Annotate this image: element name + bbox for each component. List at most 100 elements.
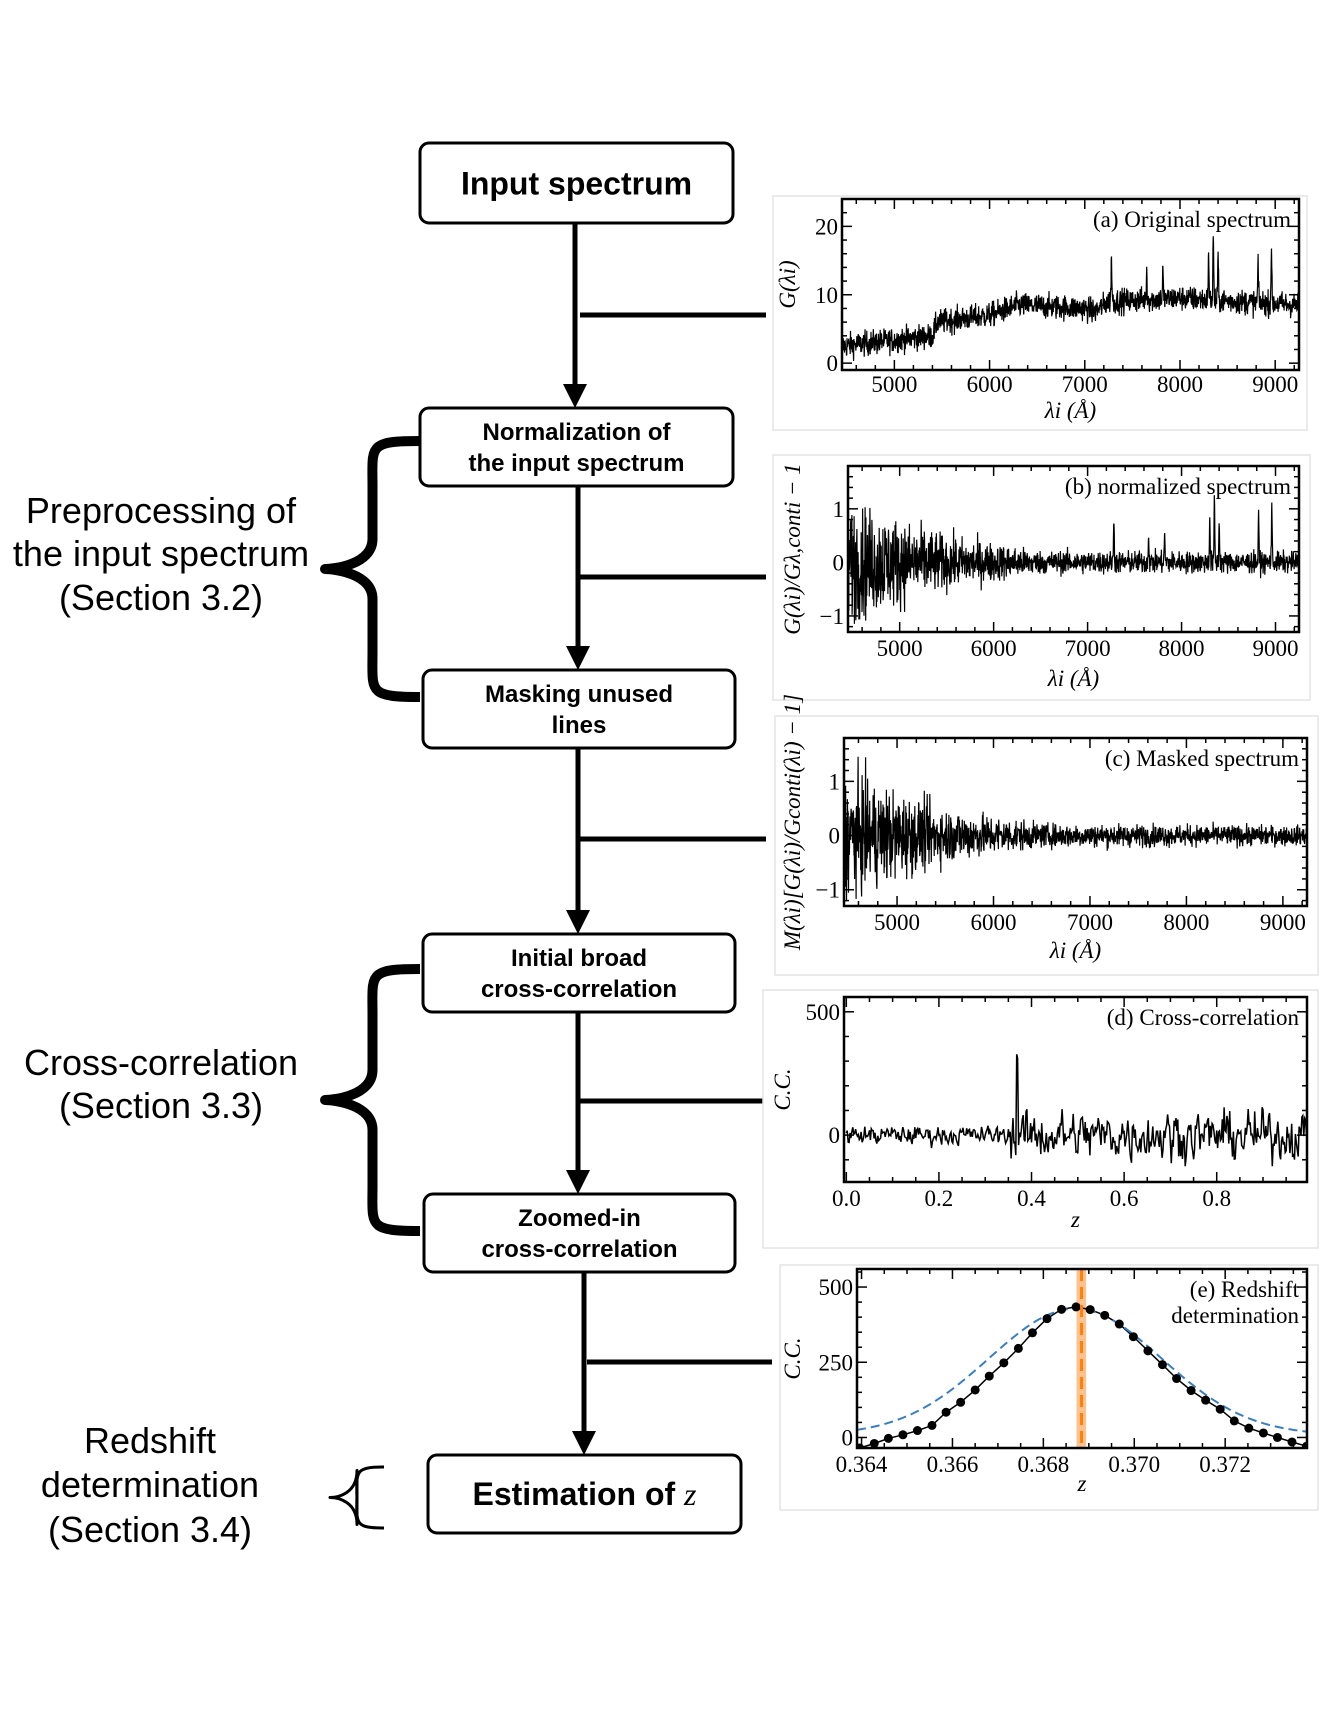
step-initial-cross-correlation: Initial broad cross-correlation: [421, 932, 737, 1014]
x-tick-label: 5000: [874, 910, 920, 935]
data-point: [1114, 1319, 1124, 1329]
x-tick-label: 5000: [877, 636, 923, 661]
y-tick-label: 1: [829, 769, 841, 794]
x-tick-label: 5000: [871, 372, 917, 397]
data-point: [1085, 1305, 1095, 1315]
step-label: cross-correlation: [481, 1236, 677, 1263]
y-axis-label: M(λi)[G(λi)/Gconti(λi) − 1]: [780, 694, 805, 951]
data-point: [984, 1371, 994, 1381]
y-tick-label: 1: [833, 497, 845, 522]
group-label: Cross-correlation: [24, 1042, 298, 1083]
step-label: lines: [552, 712, 607, 739]
data-point: [912, 1426, 922, 1436]
step-box: [426, 1453, 743, 1535]
x-tick-label: 9000: [1252, 372, 1298, 397]
plot-b: 5000 6000 7000 8000 9000 −1 0 1 λi (Å) G(λi)/Gλ,c…: [772, 454, 1311, 701]
data-point: [956, 1397, 966, 1407]
x-tick-label: 8000: [1159, 636, 1205, 661]
step-label: the input spectrum: [468, 450, 684, 477]
x-tick-label: 0.370: [1108, 1452, 1160, 1477]
x-tick-label: 6000: [967, 372, 1013, 397]
plot-area: [848, 495, 1299, 624]
data-point: [1215, 1404, 1225, 1414]
group-label: (Section 3.3): [59, 1085, 263, 1126]
plot-e: 0.364 0.366 0.368 0.370 0.372 0 250 500 z C.C. (e)…: [779, 1264, 1319, 1511]
y-tick-label: −1: [820, 604, 844, 629]
plot-title: (b) normalized spectrum: [1065, 474, 1291, 499]
data-point: [941, 1407, 951, 1417]
y-tick-label: 0: [842, 1425, 854, 1450]
spectrum-line: [844, 756, 1307, 902]
y-axis-label: C.C.: [770, 1068, 795, 1110]
plot-c: 5000 6000 7000 8000 9000 −1 0 1 λi (Å) M(λi)[G(λi…: [774, 694, 1319, 976]
group-label: Preprocessing of: [26, 490, 297, 531]
flowchart: Input spectrum Normalization of the input …: [13, 141, 772, 1550]
y-tick-label: 250: [819, 1350, 854, 1375]
y-tick-label: 10: [815, 283, 838, 308]
arrow-head: [572, 1431, 596, 1455]
x-tick-label: 7000: [1067, 910, 1113, 935]
step-label: Normalization of: [482, 419, 671, 446]
data-point: [1100, 1310, 1110, 1320]
data-point: [898, 1430, 908, 1440]
plot-d: 0.0 0.2 0.4 0.6 0.8 0 500 z C.C. (d) Cross-correl…: [762, 989, 1319, 1249]
curly-brace: [320, 964, 421, 1236]
group-label: the input spectrum: [13, 533, 309, 574]
x-axis-label: z: [1077, 1471, 1087, 1496]
y-tick-label: 0: [827, 351, 839, 376]
data-point: [1143, 1346, 1153, 1356]
data-point: [1201, 1395, 1211, 1405]
step-masking: Masking unused lines: [421, 668, 737, 750]
data-point: [970, 1385, 980, 1395]
plot-title: determination: [1171, 1303, 1299, 1328]
x-tick-label: 0.4: [1017, 1186, 1046, 1211]
y-tick-label: 0: [833, 550, 845, 575]
data-point: [1071, 1302, 1081, 1312]
x-tick-label: 0.366: [927, 1452, 979, 1477]
z-symbol: z: [683, 1476, 697, 1512]
arrow-head: [566, 1170, 590, 1194]
plot-frame: [842, 736, 1309, 908]
step-label: Masking unused: [485, 681, 673, 708]
y-tick-label: −1: [816, 878, 840, 903]
data-point: [927, 1420, 937, 1430]
x-tick-label: 7000: [1062, 372, 1108, 397]
data-point: [999, 1358, 1009, 1368]
x-tick-label: 0.372: [1199, 1452, 1251, 1477]
x-tick-label: 6000: [971, 910, 1017, 935]
data-point: [1258, 1428, 1268, 1438]
group-label: (Section 3.2): [59, 577, 263, 618]
x-tick-label: 0.0: [832, 1186, 861, 1211]
data-point: [1042, 1314, 1052, 1324]
y-tick-label: 500: [806, 1000, 841, 1025]
x-tick-label: 9000: [1253, 636, 1299, 661]
x-tick-label: 8000: [1163, 910, 1209, 935]
step-label: Zoomed-in: [518, 1205, 641, 1232]
step-label: Estimation of z: [472, 1476, 697, 1512]
plot-frame: [846, 464, 1301, 634]
y-axis-label: G(λi)/Gλ,conti − 1: [780, 463, 805, 635]
arrow-head: [566, 910, 590, 934]
arrow-head: [563, 384, 587, 408]
group-label: determination: [41, 1464, 259, 1505]
plot-title: (a) Original spectrum: [1093, 207, 1291, 232]
uncertainty-band: [1076, 1269, 1087, 1448]
data-point: [1157, 1360, 1167, 1370]
plot-panel-bg: [772, 195, 1308, 431]
x-tick-label: 7000: [1065, 636, 1111, 661]
plot-frame: [842, 995, 1309, 1184]
step-input-spectrum: Input spectrum: [418, 141, 735, 225]
x-tick-label: 0.368: [1017, 1452, 1069, 1477]
x-tick-label: 0.364: [836, 1452, 888, 1477]
data-point: [1287, 1437, 1297, 1447]
data-point: [1272, 1432, 1282, 1442]
plot-panel-bg: [779, 1264, 1319, 1511]
y-tick-label: 0: [829, 1123, 841, 1148]
step-estimation-of-z: Estimation of z: [426, 1453, 743, 1535]
step-normalization: Normalization of the input spectrum: [418, 406, 735, 488]
x-axis-label: λi (Å): [1044, 398, 1096, 423]
plot-frame: [855, 1267, 1309, 1450]
y-tick-label: 0: [829, 824, 841, 849]
step-label: Initial broad: [511, 945, 647, 972]
